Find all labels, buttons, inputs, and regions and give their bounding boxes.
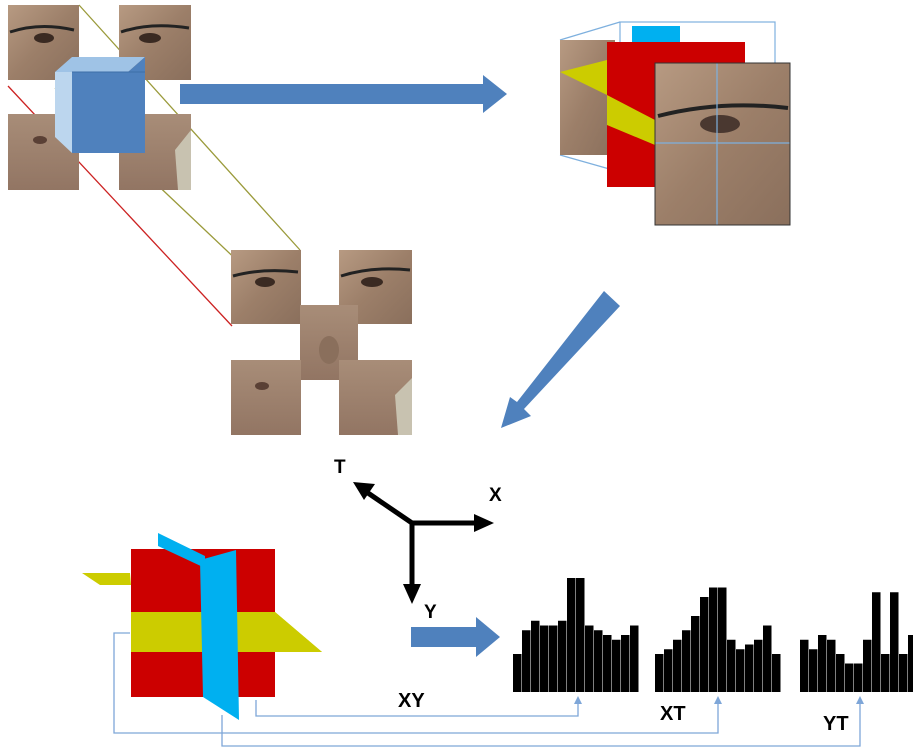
histogram-bar bbox=[664, 649, 673, 692]
histogram-bar bbox=[854, 663, 863, 692]
histogram-bar bbox=[558, 620, 567, 692]
face-patch-mid-1 bbox=[231, 250, 301, 324]
face-patch-volume-front bbox=[655, 63, 790, 225]
histogram-label: YT bbox=[823, 713, 849, 735]
face-patch-mid-3 bbox=[231, 360, 301, 435]
histogram-bar bbox=[890, 592, 899, 692]
histogram-bar bbox=[655, 654, 664, 692]
connector-lines bbox=[113, 632, 864, 747]
histogram-bar bbox=[809, 649, 818, 692]
histogram-bar bbox=[540, 625, 549, 692]
axis-label-y: Y bbox=[424, 602, 437, 623]
histogram-bar bbox=[718, 587, 727, 692]
histogram-bar bbox=[863, 639, 872, 692]
axis-label-t: T bbox=[334, 457, 346, 478]
histograms: XY XT YT bbox=[398, 578, 913, 735]
arrow-right-bottom bbox=[411, 617, 500, 657]
histogram-bar bbox=[531, 620, 540, 692]
histogram-bar bbox=[881, 654, 890, 692]
histogram-label: XT bbox=[660, 703, 686, 725]
arrow-diagonal bbox=[501, 291, 620, 428]
histogram-bar bbox=[700, 597, 709, 692]
histogram-bar bbox=[621, 635, 630, 692]
orthogonal-planes-icon bbox=[82, 533, 322, 720]
histogram-bar bbox=[682, 630, 691, 692]
histogram-bar bbox=[585, 625, 594, 692]
histogram-bar bbox=[673, 639, 682, 692]
cube-volume-icon bbox=[55, 57, 145, 153]
volume-with-planes-top-right bbox=[559, 21, 791, 226]
histogram-bar bbox=[630, 625, 639, 692]
histogram-bar bbox=[845, 663, 854, 692]
histogram-bar bbox=[736, 649, 745, 692]
histogram-bar bbox=[745, 644, 754, 692]
face-patch-group-middle bbox=[231, 250, 412, 435]
histogram-bar bbox=[899, 654, 908, 692]
histogram-bar bbox=[754, 639, 763, 692]
arrow-right-top bbox=[180, 75, 507, 113]
histogram-bar bbox=[691, 616, 700, 692]
histogram-bar bbox=[594, 630, 603, 692]
face-patch-volume-back bbox=[560, 40, 615, 155]
histogram-bar bbox=[818, 635, 827, 692]
histogram-bar bbox=[800, 639, 809, 692]
histogram-bar bbox=[763, 625, 772, 692]
histogram-bar bbox=[772, 654, 781, 692]
histogram-bar bbox=[549, 625, 558, 692]
axes-icon bbox=[353, 482, 494, 604]
histogram-bar bbox=[603, 635, 612, 692]
histogram-bar bbox=[576, 578, 585, 692]
histogram-bar bbox=[513, 654, 522, 692]
histogram-bar bbox=[727, 639, 736, 692]
histogram-bar bbox=[709, 587, 718, 692]
axis-label-x: X bbox=[489, 485, 502, 506]
histogram-bar bbox=[836, 654, 845, 692]
histogram-bar bbox=[522, 630, 531, 692]
histogram-bar bbox=[567, 578, 576, 692]
histogram-bar bbox=[827, 639, 836, 692]
histogram-label: XY bbox=[398, 690, 425, 712]
histogram-bar bbox=[908, 635, 913, 692]
face-patch-group-top-left bbox=[7, 4, 301, 327]
histogram-bar bbox=[612, 639, 621, 692]
histogram-bar bbox=[872, 592, 881, 692]
